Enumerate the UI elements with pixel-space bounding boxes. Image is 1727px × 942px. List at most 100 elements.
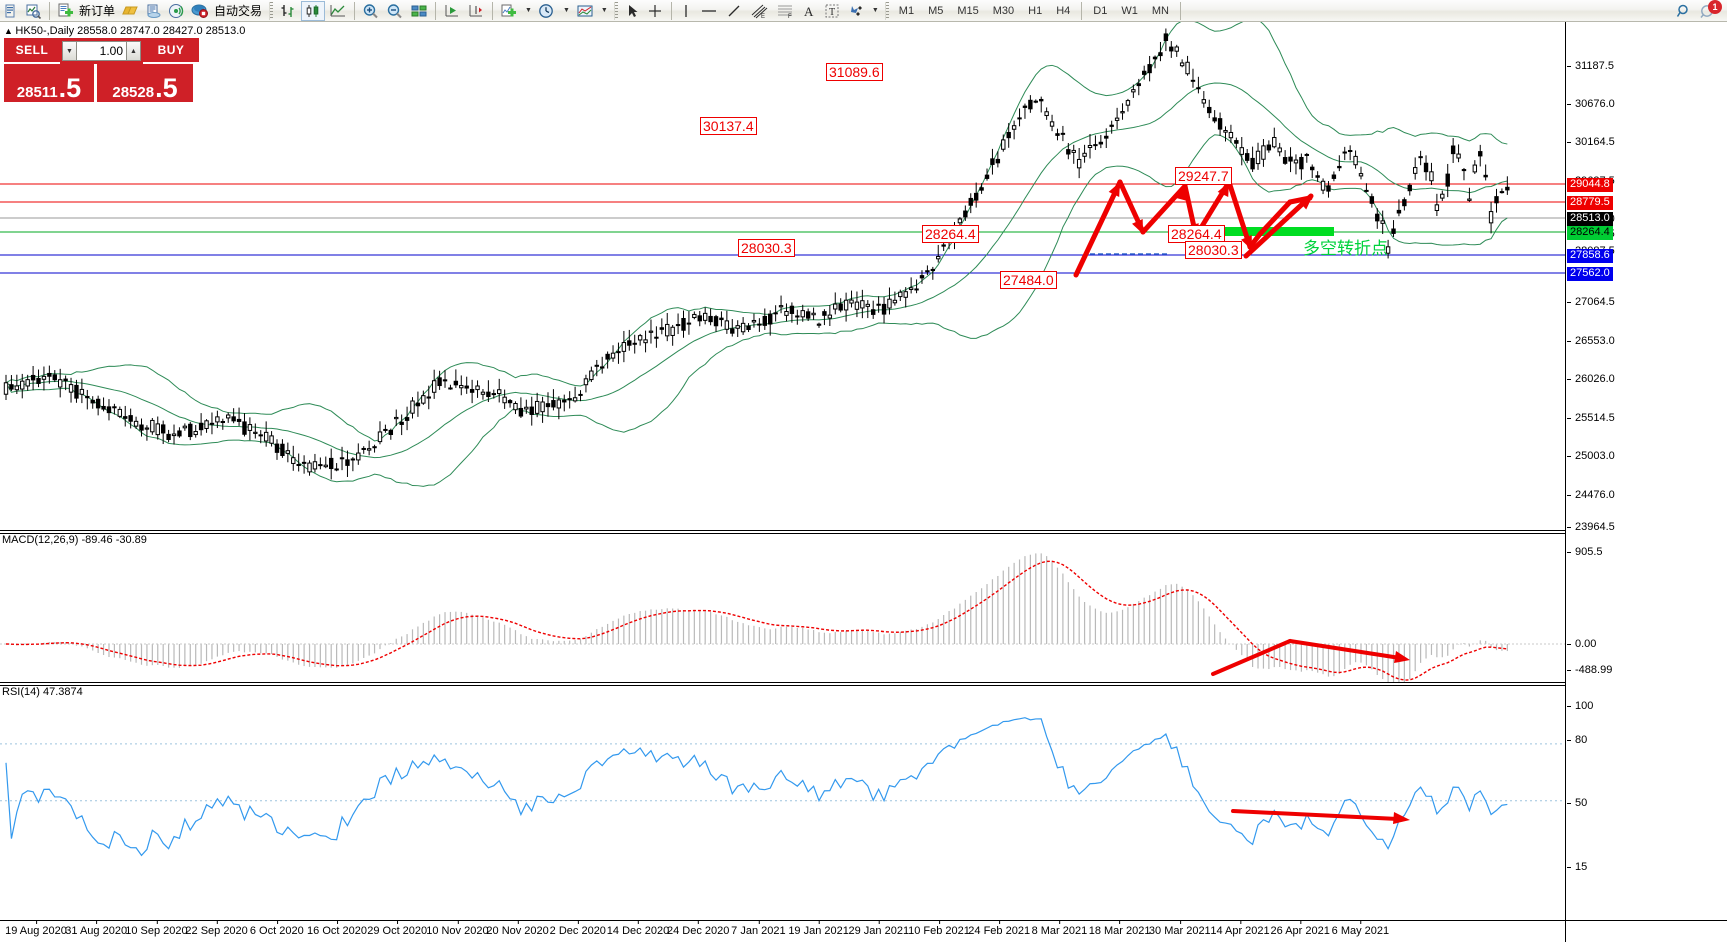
timeframe-d1[interactable]: D1 [1093, 4, 1108, 17]
alerts-icon[interactable]: 1 [1697, 0, 1722, 21]
zoom-out-icon[interactable] [384, 1, 406, 21]
shapes-dropdown-caret[interactable]: ▼ [871, 7, 879, 14]
volume-stepper[interactable]: ▼ 1.00 ▲ [60, 38, 143, 64]
price-tick: 25514.5 [1565, 413, 1615, 424]
price-level-chip[interactable]: 27562.0 [1567, 267, 1613, 281]
rsi-pane[interactable] [0, 686, 1565, 920]
price-level-chip[interactable]: 28513.0 [1567, 212, 1613, 226]
data-folder-icon[interactable] [120, 1, 141, 21]
templates-dropdown-caret[interactable]: ▼ [600, 7, 608, 14]
timeframe-h1[interactable]: H1 [1028, 4, 1043, 17]
volume-decrement-button[interactable]: ▼ [62, 41, 77, 61]
fibonacci-icon[interactable]: F [773, 1, 797, 21]
date-axis[interactable]: 19 Aug 2020 31 Aug 2020 10 Sep 2020 22 Sep … [0, 920, 1727, 942]
grid-icon[interactable] [408, 1, 430, 21]
macd-indicator-label: MACD(12,26,9) -89.46 -30.89 [2, 534, 147, 546]
period-clock-icon[interactable] [536, 1, 558, 21]
bar-chart-icon[interactable] [277, 1, 299, 21]
period-dropdown-caret[interactable]: ▼ [562, 7, 570, 14]
price-level-chip[interactable]: 29044.8 [1567, 178, 1613, 192]
macd-pane[interactable] [0, 534, 1565, 682]
crosshair-icon[interactable] [644, 1, 666, 21]
rsi-tick: 80 [1565, 735, 1587, 746]
date-tick: 29 Jan 2021 [848, 920, 910, 937]
price-axis[interactable]: 31187.530676.030164.529637.529126.028614… [1565, 22, 1727, 533]
autotrade-label[interactable]: 自动交易 [214, 4, 263, 18]
buy-price-fraction: .5 [155, 73, 178, 104]
macd-tick: 0.00 [1565, 639, 1596, 650]
timeframe-m5[interactable]: M5 [928, 4, 944, 17]
low-28030-left[interactable]: 28030.3 [738, 239, 795, 257]
peak-31089[interactable]: 31089.6 [826, 63, 883, 81]
search-icon[interactable] [1673, 1, 1695, 21]
mid-28264-left[interactable]: 28264.4 [922, 225, 979, 243]
new-order-icon[interactable] [55, 1, 76, 21]
price-level-chip[interactable]: 27858.6 [1567, 249, 1613, 263]
toolbar-divider-5 [670, 1, 672, 20]
candlestick-chart-icon[interactable] [301, 0, 326, 21]
chart-area[interactable]: ▲ HK50-,Daily 28558.0 28747.0 28427.0 28… [0, 22, 1727, 942]
price-pane[interactable] [0, 22, 1565, 528]
toolbar-grip-2[interactable] [613, 1, 618, 20]
timeframe-m1[interactable]: M1 [898, 4, 915, 17]
turning-point-note[interactable]: 多空转折点 [1303, 239, 1388, 259]
cursor-icon[interactable] [622, 1, 642, 21]
auto-scroll-icon[interactable] [465, 1, 487, 21]
low-27484[interactable]: 27484.0 [1000, 271, 1057, 289]
indicators-icon[interactable] [498, 1, 520, 21]
autotrade-icon[interactable] [189, 1, 211, 21]
low-28030-right[interactable]: 28030.3 [1185, 241, 1242, 259]
toolbar-divider-6 [1179, 1, 1181, 20]
toolbar-grip-3[interactable] [884, 1, 889, 20]
svg-text:F: F [788, 14, 792, 19]
volume-input[interactable]: 1.00 [77, 41, 126, 61]
buy-button[interactable]: BUY [143, 38, 199, 64]
navigator-icon[interactable] [143, 1, 164, 21]
price-tick: 27064.5 [1565, 297, 1615, 308]
timeframe-h4[interactable]: H4 [1056, 4, 1071, 17]
date-tick: 24 Feb 2021 [968, 920, 1031, 937]
peak-30137[interactable]: 30137.4 [700, 117, 757, 135]
peak-29247[interactable]: 29247.7 [1175, 167, 1232, 185]
toolbar-grip[interactable] [269, 1, 274, 20]
one-click-prices-row: 28511.5 28528.5 [4, 64, 199, 102]
volume-increment-button[interactable]: ▲ [126, 41, 141, 61]
signals-icon[interactable] [166, 1, 187, 21]
price-level-chip[interactable]: 28779.5 [1567, 196, 1613, 210]
toolbar-divider-2 [354, 1, 356, 20]
timeframe-w1[interactable]: W1 [1121, 4, 1138, 17]
equidistant-channel-icon[interactable]: E [747, 1, 771, 21]
price-tick: 26026.0 [1565, 374, 1615, 385]
new-order-label[interactable]: 新订单 [79, 4, 116, 18]
price-tick: 25003.0 [1565, 451, 1615, 462]
vertical-line-icon[interactable] [677, 1, 695, 21]
templates-icon[interactable] [574, 1, 596, 21]
timeframe-m30[interactable]: M30 [992, 4, 1015, 17]
rsi-axis: 100 80 50 15 [1565, 686, 1727, 920]
rsi-pane-top-border-2 [0, 685, 1565, 686]
horizontal-line-icon[interactable] [697, 1, 721, 21]
text-icon[interactable]: A [799, 1, 819, 21]
buy-price[interactable]: 28528.5 [97, 64, 193, 102]
timeframe-group: M1 M5 M15 M30 H1 H4 D1 W1 MN [892, 1, 1176, 20]
zoom-in-icon[interactable] [360, 1, 382, 21]
one-click-trading-panel[interactable]: SELL ▼ 1.00 ▲ BUY 28511.5 28528.5 [4, 38, 199, 102]
date-tick: 6 May 2021 [1331, 920, 1390, 937]
rsi-pane-top-border [0, 682, 1565, 683]
timeframe-mn[interactable]: MN [1151, 4, 1169, 17]
sell-button[interactable]: SELL [4, 38, 60, 64]
main-toolbar: 新订单 自动交易 ▼ ▼ ▼ [0, 0, 1727, 22]
shift-end-icon[interactable] [441, 1, 463, 21]
toolbar-divider [49, 1, 50, 20]
terminal-icon[interactable] [1, 1, 21, 21]
line-chart-icon[interactable] [327, 1, 349, 21]
price-level-chip[interactable]: 28264.4 [1567, 226, 1613, 240]
indicators-dropdown-caret[interactable]: ▼ [525, 7, 532, 14]
market-watch-icon[interactable] [23, 1, 44, 21]
shapes-icon[interactable] [845, 1, 867, 21]
sell-price[interactable]: 28511.5 [4, 64, 97, 102]
timeframe-m15[interactable]: M15 [957, 4, 979, 17]
text-label-icon[interactable]: T [821, 1, 843, 21]
trendline-icon[interactable] [723, 1, 745, 21]
price-axis-divider [1565, 22, 1566, 942]
